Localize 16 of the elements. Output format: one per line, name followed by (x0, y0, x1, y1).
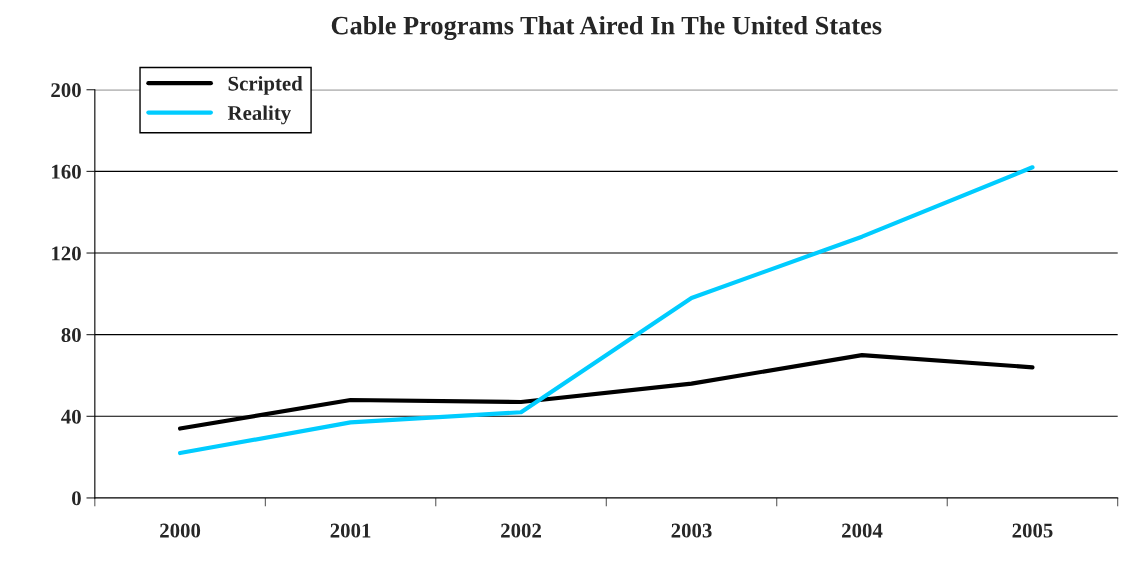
line-series (177, 165, 1035, 456)
y-tick-label: 80 (61, 328, 81, 343)
x-tick-label: 2001 (330, 523, 371, 538)
y-tick-label: 40 (61, 409, 81, 424)
y-tick-label: 200 (51, 83, 81, 98)
legend-label: Reality (227, 105, 291, 125)
x-tick-label: 2005 (1012, 523, 1053, 538)
x-tick-label: 2003 (671, 523, 712, 538)
y-tick-label: 0 (72, 491, 81, 506)
x-tick-label: 2004 (842, 523, 883, 538)
y-tick-label: 160 (52, 164, 81, 179)
chart-title: Cable Programs That Aired In The United States (331, 15, 882, 41)
x-tick-label: 2002 (501, 523, 541, 538)
x-tick-label: 2000 (160, 523, 201, 538)
legend-label: Scripted (228, 75, 303, 95)
y-tick-label: 120 (52, 246, 81, 261)
